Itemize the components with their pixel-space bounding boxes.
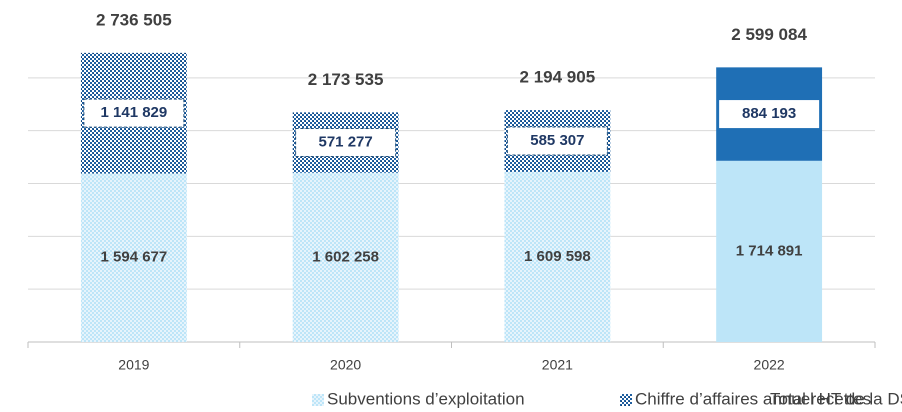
legend-label: Subventions d’exploitation (327, 389, 525, 408)
legend-label: Chiffre d’affaires annuel HT de la DSP (635, 389, 902, 408)
bar-segment (504, 171, 611, 342)
x-tick-label: 2019 (118, 357, 149, 373)
total-label: 2 599 084 (731, 25, 807, 44)
bar-segment (716, 160, 823, 342)
label-box (295, 128, 397, 158)
x-tick-label: 2020 (330, 357, 361, 373)
legend-swatch (312, 394, 324, 406)
data-label: 884 193 (742, 105, 796, 122)
data-label: 1 602 258 (312, 248, 379, 265)
data-label: 1 609 598 (524, 248, 591, 265)
legend-swatch (620, 394, 632, 406)
label-box (719, 100, 820, 129)
total-label: 2 736 505 (96, 10, 172, 29)
x-tick-label: 2022 (754, 357, 785, 373)
data-label: 571 277 (319, 133, 373, 150)
legend-label: Total recettes (770, 389, 871, 408)
data-label: 1 141 829 (101, 104, 168, 121)
total-label: 2 173 535 (308, 70, 384, 89)
data-label: 1 714 891 (736, 242, 803, 259)
bar-segment (80, 173, 187, 342)
bar-segment (292, 172, 399, 342)
x-tick-label: 2021 (542, 357, 573, 373)
total-label: 2 194 905 (520, 68, 596, 87)
label-box (83, 98, 185, 128)
data-label: 1 594 677 (101, 249, 168, 266)
label-box (506, 126, 608, 156)
data-label: 585 307 (530, 132, 584, 149)
